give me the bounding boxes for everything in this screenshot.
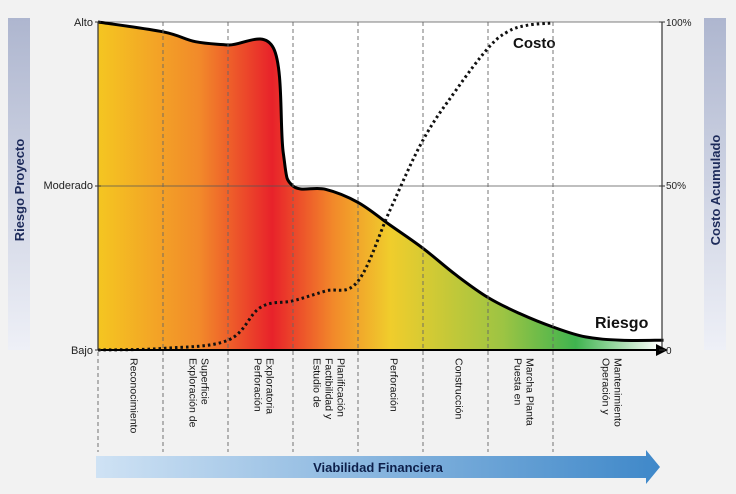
stage-label-3: Estudio deFactibilidad yPlanificación (311, 358, 347, 420)
left-axis-title: Riesgo Proyecto (12, 139, 27, 242)
stage-labels: Reconocimiento Exploración deSuperficie Pe… (128, 358, 624, 433)
stage-label-6: Puesta enMarcha Planta (512, 358, 536, 426)
axis-ticks (95, 21, 665, 351)
left-tick-alto: Alto (74, 17, 93, 29)
right-tick-100: 100% (666, 18, 692, 29)
stage-label-4: Perforación (388, 358, 400, 412)
cost-series-label: Costo (513, 35, 556, 52)
left-tick-bajo: Bajo (71, 345, 93, 357)
viabilidad-label: Viabilidad Financiera (313, 460, 444, 475)
viabilidad-arrow (96, 450, 660, 484)
left-axis-bar (8, 18, 30, 350)
right-tick-50: 50% (666, 181, 686, 192)
gridlines (98, 21, 662, 187)
right-tick-0: 0 (666, 346, 672, 357)
risk-area (98, 22, 664, 350)
stage-label-7: Operación yMantenimiento (599, 358, 623, 427)
left-tick-moderado: Moderado (43, 180, 93, 192)
stage-label-5: Construcción (453, 358, 465, 419)
risk-line (97, 20, 664, 342)
right-axis-title: Costo Acumulado (708, 135, 723, 246)
risk-series-label: Riesgo (595, 315, 649, 332)
right-axis-bar (704, 18, 726, 350)
stage-label-2: PerforaciónExploratoria (252, 358, 276, 414)
stage-dividers (97, 22, 554, 452)
stage-label-0: Reconocimiento (128, 358, 140, 433)
stage-label-1: Exploración deSuperficie (187, 358, 211, 428)
